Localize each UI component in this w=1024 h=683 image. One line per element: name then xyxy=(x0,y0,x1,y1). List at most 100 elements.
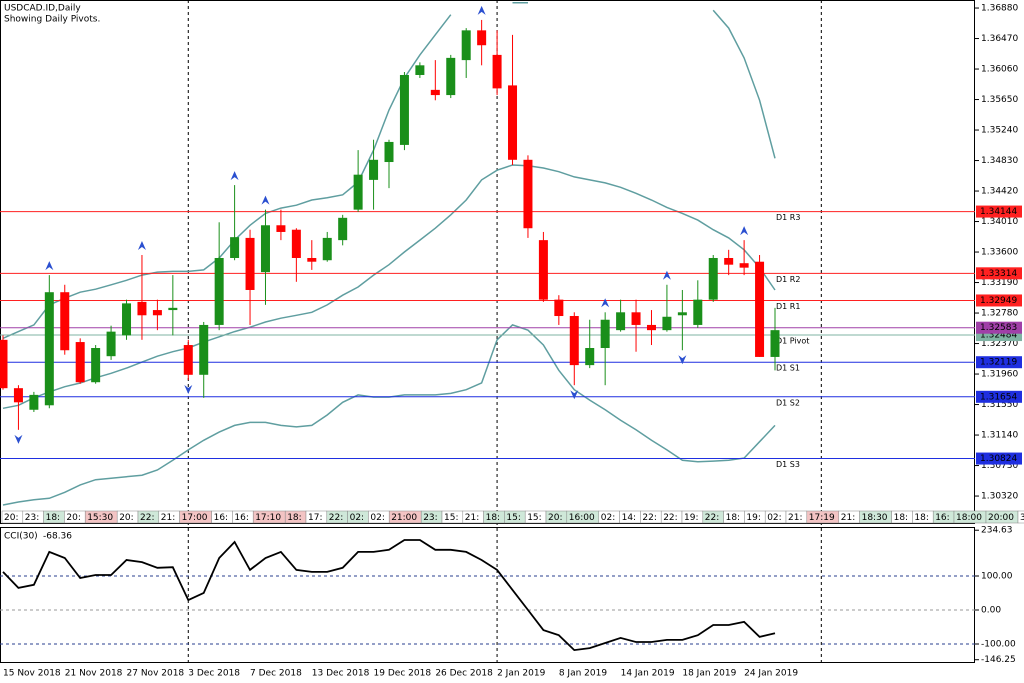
fractal-up xyxy=(261,195,270,205)
candle-body xyxy=(44,292,54,406)
candle-body xyxy=(29,394,39,410)
candle-body xyxy=(646,324,656,331)
candle-body xyxy=(60,292,70,351)
time-strip-label: 18: xyxy=(894,513,908,523)
time-strip-label: 20: xyxy=(4,513,18,523)
time-strip-label: 22: xyxy=(329,513,343,523)
candle-body xyxy=(0,339,8,389)
candle-body xyxy=(631,312,641,325)
candle-body xyxy=(91,348,101,383)
time-strip-label: 22: xyxy=(140,513,154,523)
candle-body xyxy=(199,324,209,375)
candle-body xyxy=(137,301,147,316)
y-tick-label: 1.35650 xyxy=(981,95,1018,105)
x-tick-label: 8 Jan 2019 xyxy=(559,669,607,679)
time-strip-label: 22: xyxy=(705,513,719,523)
pivot-price-tag-label: 1.33314 xyxy=(980,269,1017,279)
candle-body xyxy=(260,225,270,273)
cci-line xyxy=(2,539,776,652)
time-strip-label: 21:00 xyxy=(391,513,417,523)
time-strip-label: 14: xyxy=(622,513,636,523)
time-strip-label: 18: xyxy=(46,513,60,523)
time-strip-label: 18: xyxy=(486,513,500,523)
pivot-label: D1 S2 xyxy=(776,398,800,407)
pivot-price-tag-label: 1.30824 xyxy=(980,454,1017,464)
candle-body xyxy=(430,89,440,96)
time-strip-label: 30 xyxy=(1020,513,1024,523)
fractal-up xyxy=(601,298,610,308)
fractal-up xyxy=(662,270,671,280)
fractal-down xyxy=(678,355,687,365)
pivot-price-tag xyxy=(976,267,1022,280)
y-tick-label: -100.00 xyxy=(981,639,1016,649)
time-strip-label: 02: xyxy=(601,513,615,523)
time-strip-label: 15: xyxy=(527,513,541,523)
time-strip-label: 15: xyxy=(506,513,520,523)
candle-body xyxy=(369,159,379,180)
chart-title: USDCAD.ID,Daily xyxy=(4,4,81,14)
x-tick-label: 24 Jan 2019 xyxy=(744,669,798,679)
y-tick-label: 100.00 xyxy=(981,571,1013,581)
time-strip-label: 16:00 xyxy=(569,513,595,523)
time-strip-label: 15: xyxy=(444,513,458,523)
y-tick-label: 1.30320 xyxy=(981,492,1018,502)
time-strip-label: 16: xyxy=(214,513,228,523)
candle-body xyxy=(353,174,363,210)
time-strip-label: 18:00 xyxy=(956,513,982,523)
time-strip-label: 19: xyxy=(684,513,698,523)
time-strip-label: 22: xyxy=(642,513,656,523)
candle-body xyxy=(616,312,626,331)
y-tick-label: 1.31550 xyxy=(981,400,1018,410)
fractal-up xyxy=(45,261,54,271)
time-strip-label: 21: xyxy=(465,513,479,523)
time-strip-label: 02: xyxy=(370,513,384,523)
candle-body xyxy=(322,237,332,261)
pivot-label: D1 R2 xyxy=(776,275,800,284)
candle-body xyxy=(708,257,718,300)
time-strip-label: 21: xyxy=(788,513,802,523)
cci-title: CCI(30) xyxy=(4,532,38,542)
candle-body xyxy=(276,225,286,232)
main-panel xyxy=(0,0,975,524)
candle-body xyxy=(399,74,409,145)
x-tick-label: 18 Jan 2019 xyxy=(682,669,736,679)
candle-body xyxy=(770,330,780,357)
y-tick-label: -146.25 xyxy=(981,655,1016,665)
fractal-up xyxy=(137,241,146,251)
pivot-price-tag-label: 1.32119 xyxy=(980,358,1017,368)
time-strip-label: 20: xyxy=(548,513,562,523)
candle-body xyxy=(739,263,749,268)
candle-body xyxy=(461,30,471,61)
y-tick-label: 1.31140 xyxy=(981,431,1018,441)
pivot-label: D1 R3 xyxy=(776,213,800,222)
time-strip-label: 21: xyxy=(161,513,175,523)
candle-body xyxy=(152,310,162,316)
time-strip-label: 19: xyxy=(746,513,760,523)
y-tick-label: 1.35240 xyxy=(981,126,1018,136)
candle-body xyxy=(755,261,765,357)
x-tick-label: 2 Jan 2019 xyxy=(497,669,545,679)
y-tick-label: 1.32370 xyxy=(981,339,1018,349)
candle-body xyxy=(693,299,703,325)
y-tick-label: 1.30730 xyxy=(981,461,1018,471)
candle-body xyxy=(384,141,394,163)
time-strip-label: 18: xyxy=(726,513,740,523)
pivot-label: D1 S1 xyxy=(776,364,800,373)
time-strip-label: 18: xyxy=(287,513,301,523)
y-tick-label: 1.36880 xyxy=(981,4,1018,14)
time-strip-label: 21: xyxy=(841,513,855,523)
pivot-price-tag xyxy=(976,294,1022,307)
candle-body xyxy=(477,30,487,46)
pivot-price-tag-label: 1.34144 xyxy=(980,207,1017,217)
time-strip-label: 22: xyxy=(663,513,677,523)
candle-body xyxy=(585,348,595,366)
fractal-up xyxy=(740,226,749,236)
y-tick-label: 1.31960 xyxy=(981,370,1018,380)
fractal-up xyxy=(230,171,239,181)
candle-body xyxy=(538,240,548,300)
candle-body xyxy=(600,319,610,349)
pivot-label: D1 Pivot xyxy=(776,337,809,346)
x-tick-label: 3 Dec 2018 xyxy=(188,669,240,679)
x-tick-label: 27 Nov 2018 xyxy=(127,669,185,679)
